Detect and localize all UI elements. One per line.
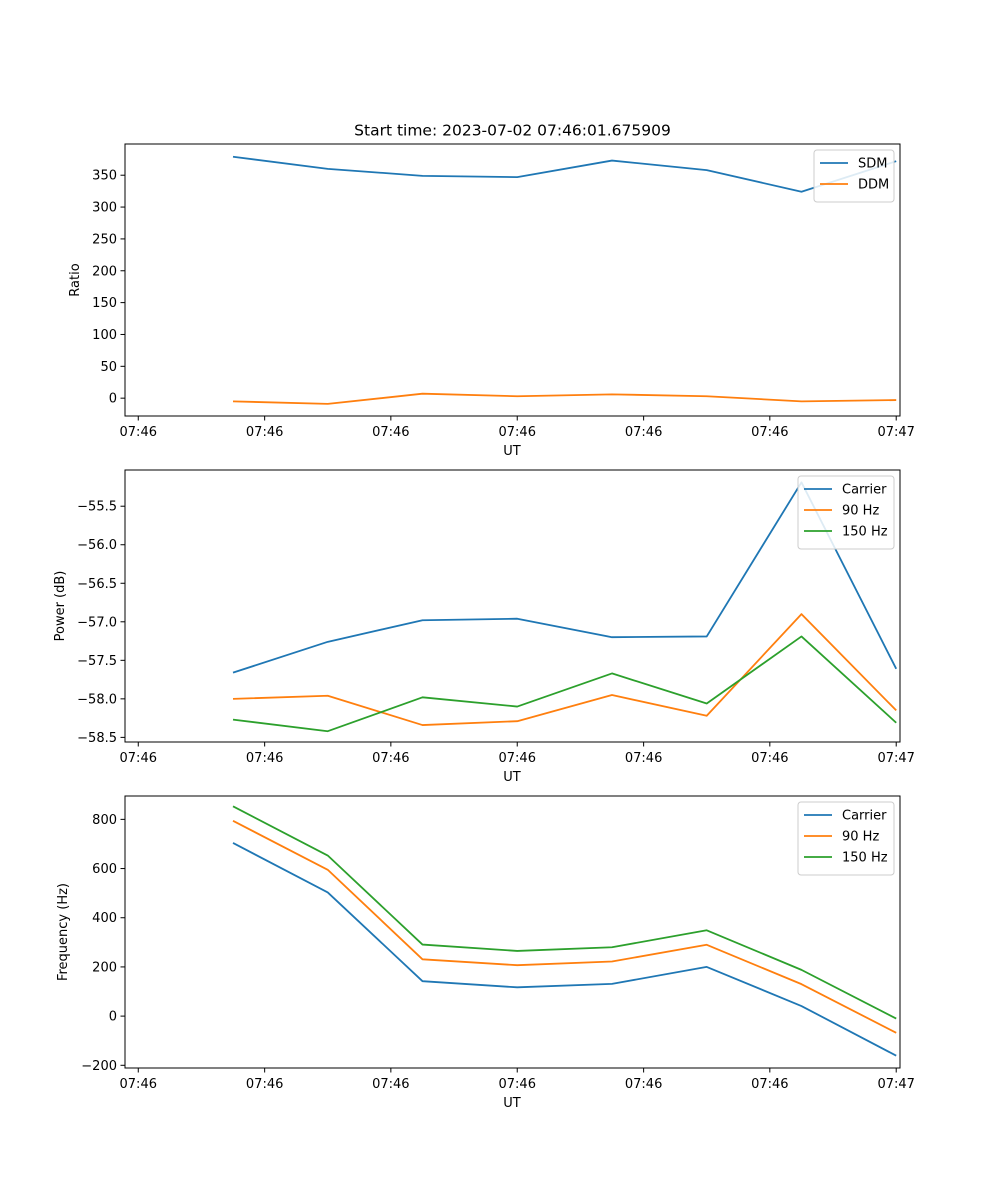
ratio-x-tick-label: 07:46 — [372, 425, 409, 440]
power-y-tick-label: −57.0 — [77, 615, 117, 630]
ratio-x-tick-label: 07:46 — [120, 425, 157, 440]
frequency-legend-label: 150 Hz — [842, 851, 888, 866]
ratio-y-tick-label: 50 — [100, 360, 117, 375]
ratio-legend-label: DDM — [858, 178, 889, 193]
power-legend-label: 150 Hz — [842, 525, 888, 540]
ratio-x-tick-label: 07:46 — [246, 425, 283, 440]
power-y-tick-label: −58.0 — [77, 692, 117, 707]
ratio-y-tick-label: 300 — [92, 201, 117, 216]
ratio-legend-label: SDM — [858, 157, 887, 172]
ratio-series-sdm — [232, 155, 897, 193]
frequency-legend-label: Carrier — [842, 809, 887, 824]
power-series-90-hz — [232, 613, 897, 726]
ratio-x-tick-label: 07:46 — [499, 425, 536, 440]
frequency-axes-frame — [124, 795, 901, 1069]
ratio-series-ddm — [232, 392, 897, 405]
power-y-tick-label: −56.0 — [77, 538, 117, 553]
power-legend-label: Carrier — [842, 483, 887, 498]
power-x-tick-label: 07:46 — [246, 751, 283, 766]
power-legend-label: 90 Hz — [842, 504, 879, 519]
frequency-x-tick-label: 07:46 — [120, 1077, 157, 1092]
ratio-y-tick-label: 350 — [92, 169, 117, 184]
frequency-series-90-hz — [232, 820, 897, 1034]
ratio-x-tick-label: 07:46 — [625, 425, 662, 440]
frequency-x-tick-label: 07:46 — [499, 1077, 536, 1092]
frequency-x-tick-label: 07:46 — [751, 1077, 788, 1092]
power-x-axis-label: UT — [503, 770, 521, 785]
ratio-x-tick-label: 07:47 — [877, 425, 914, 440]
frequency-y-tick-label: 600 — [92, 862, 117, 877]
frequency-y-tick-label: 400 — [92, 911, 117, 926]
power-y-axis-label: Power (dB) — [53, 571, 68, 642]
frequency-x-tick-label: 07:46 — [246, 1077, 283, 1092]
ratio-legend: SDM DDM — [813, 149, 895, 203]
ratio-y-axis-label: Ratio — [68, 263, 83, 296]
power-y-tick-label: −56.5 — [77, 577, 117, 592]
power-legend: Carrier 90 Hz 150 Hz — [797, 475, 895, 550]
power-y-tick-label: −58.5 — [77, 731, 117, 746]
power-x-tick-label: 07:46 — [499, 751, 536, 766]
ratio-y-tick-label: 200 — [92, 264, 117, 279]
ratio-y-tick-label: 0 — [109, 392, 117, 407]
frequency-y-tick-label: 800 — [92, 813, 117, 828]
chart-title: Start time: 2023-07-02 07:46:01.675909 — [354, 122, 671, 140]
ratio-x-tick-label: 07:46 — [751, 425, 788, 440]
power-x-tick-label: 07:46 — [751, 751, 788, 766]
frequency-legend: Carrier 90 Hz 150 Hz — [797, 801, 895, 876]
ratio-axes-frame — [124, 143, 901, 417]
ratio-panel: 07:46 07:46 07:46 07:46 07:46 07:46 07:47 0 50 10… — [68, 143, 915, 459]
frequency-series-carrier — [232, 842, 897, 1057]
frequency-y-tick-label: 200 — [92, 960, 117, 975]
frequency-y-tick-label: 0 — [109, 1010, 117, 1025]
ratio-x-axis-label: UT — [503, 444, 521, 459]
power-x-tick-label: 07:47 — [877, 751, 914, 766]
frequency-series-150-hz — [232, 805, 897, 1020]
power-series-carrier — [232, 481, 898, 674]
power-series-150-hz — [232, 635, 897, 733]
frequency-legend-label: 90 Hz — [842, 830, 879, 845]
power-x-tick-label: 07:46 — [372, 751, 409, 766]
power-axes-frame — [124, 469, 901, 743]
power-y-tick-label: −57.5 — [77, 654, 117, 669]
frequency-panel: 07:46 07:46 07:46 07:46 07:46 07:46 07:47 −200 0… — [56, 795, 915, 1111]
power-y-tick-label: −55.5 — [77, 500, 117, 515]
ratio-y-tick-label: 150 — [92, 296, 117, 311]
frequency-x-axis-label: UT — [503, 1096, 521, 1111]
power-x-tick-label: 07:46 — [120, 751, 157, 766]
power-x-tick-label: 07:46 — [625, 751, 662, 766]
frequency-y-axis-label: Frequency (Hz) — [56, 883, 71, 981]
ratio-y-tick-label: 100 — [92, 328, 117, 343]
frequency-x-tick-label: 07:46 — [625, 1077, 662, 1092]
frequency-y-tick-label: −200 — [81, 1059, 117, 1074]
frequency-x-tick-label: 07:47 — [877, 1077, 914, 1092]
power-panel: 07:46 07:46 07:46 07:46 07:46 07:46 07:47 −58.5… — [53, 469, 915, 785]
frequency-x-tick-label: 07:46 — [372, 1077, 409, 1092]
ratio-y-tick-label: 250 — [92, 232, 117, 247]
